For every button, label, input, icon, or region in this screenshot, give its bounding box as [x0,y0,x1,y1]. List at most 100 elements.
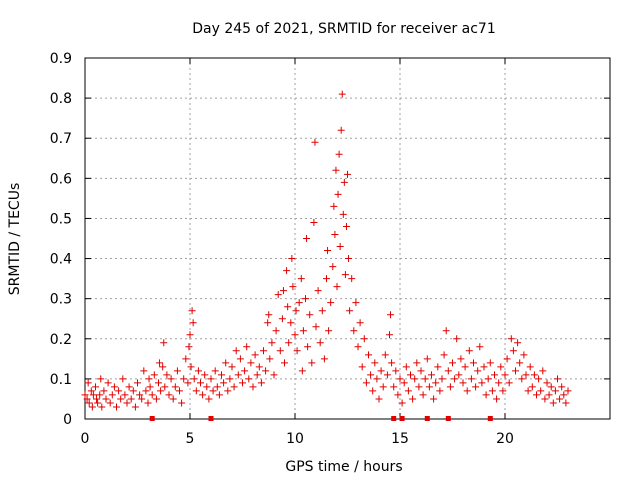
data-point [85,399,93,407]
y-tick-label: 0.1 [50,372,72,388]
data-point [161,383,169,391]
data-point [180,375,188,383]
data-point [140,367,148,375]
data-point [274,291,282,299]
data-point [543,379,551,387]
data-point [159,363,167,371]
data-point [308,359,316,367]
data-point [190,375,198,383]
data-point [329,263,337,271]
data-point [556,395,564,403]
data-point [336,243,344,251]
data-point [409,395,417,403]
y-tick-label: 0.4 [50,252,72,268]
data-point [528,383,536,391]
data-point [526,363,534,371]
data-point [453,335,461,343]
data-point [255,363,263,371]
data-point [533,391,540,399]
data-point [253,371,261,379]
data-point [182,355,190,363]
data-point [394,391,402,399]
data-point [155,379,162,387]
data-point [104,379,112,387]
data-point [171,383,179,391]
data-point [311,138,319,146]
data-point [480,363,488,371]
data-point [560,391,568,399]
data-point [272,327,280,335]
data-point [348,275,356,283]
data-point [518,375,526,383]
data-point [268,339,276,347]
data-point [89,391,97,399]
data-point [224,387,232,395]
data-point [467,375,475,383]
data-point [338,90,346,98]
data-point [423,355,431,363]
gap-marker [487,416,493,421]
data-point [318,307,326,315]
data-point [499,387,507,395]
data-point [266,355,274,363]
data-point [285,339,293,347]
data-point [184,379,192,387]
data-point [163,371,171,379]
data-point [241,367,249,375]
data-point [545,391,553,399]
data-point [110,383,118,391]
data-point [222,359,230,367]
data-point [379,383,387,391]
y-tick-label: 0.9 [50,51,72,67]
data-point [369,387,377,395]
data-point [375,395,383,403]
data-point [549,399,557,407]
plot-frame [84,57,611,420]
data-point [390,383,398,391]
data-point [392,367,400,375]
data-point [470,359,477,367]
data-point [187,363,195,371]
data-point [331,230,339,238]
y-tick-label: 0.5 [50,211,72,227]
data-point [185,343,193,351]
data-point [327,299,335,307]
gap-marker [445,416,451,421]
data-point [461,363,469,371]
data-point [558,383,566,391]
data-point [169,395,177,403]
data-point [131,403,139,411]
data-point [484,375,492,383]
data-point [302,295,309,303]
data-point [425,383,433,391]
data-point [142,387,150,395]
data-point [150,371,158,379]
data-point [383,371,391,379]
data-point [516,359,524,367]
data-point [501,371,509,379]
data-point [341,271,349,279]
data-point [186,331,194,339]
data-point [289,283,297,291]
data-point [189,319,197,327]
data-point [100,387,108,395]
data-point [547,383,555,391]
data-point [507,335,515,343]
data-point [407,371,414,379]
data-point [344,170,351,178]
data-point [316,339,324,347]
x-tick-label: 5 [186,431,195,447]
data-point [449,359,456,367]
data-point [247,359,255,367]
data-point [402,363,410,371]
data-point [127,395,135,403]
data-point [98,403,106,411]
data-point [514,339,522,347]
data-point [218,371,225,379]
data-point [339,210,347,218]
data-point [325,327,333,335]
x-tick-label: 20 [496,431,514,447]
data-point [173,367,181,375]
data-point [96,391,104,399]
data-point [295,299,303,307]
